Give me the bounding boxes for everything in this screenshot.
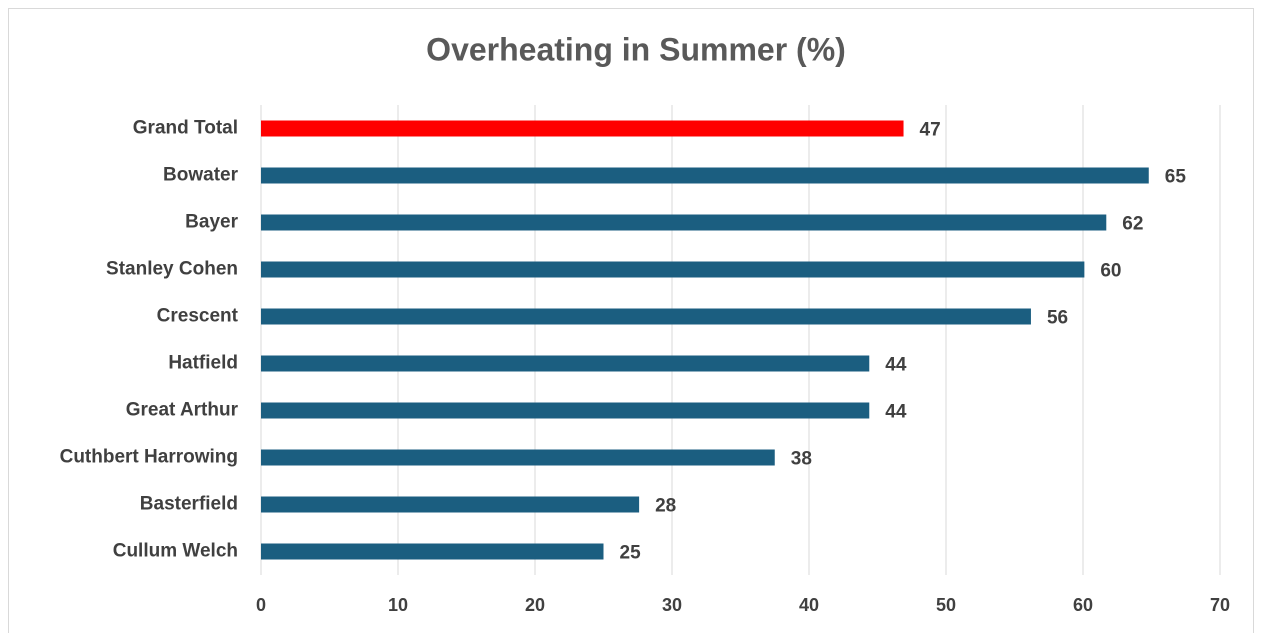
y-tick-label: Grand Total [133,118,238,139]
value-label: 62 [1122,214,1143,235]
x-tick-label: 20 [525,595,545,615]
y-tick-label: Basterfield [140,494,238,515]
value-label: 47 [920,120,941,141]
bar [261,214,1107,231]
value-label: 38 [791,449,812,470]
value-label: 56 [1047,308,1068,329]
y-tick-label: Stanley Cohen [106,259,238,280]
x-tick-label: 50 [936,595,956,615]
bar [261,355,870,372]
bar [261,402,870,419]
x-tick-label: 30 [662,595,682,615]
x-tick-label: 10 [388,595,408,615]
y-tick-label: Bayer [185,212,238,233]
y-tick-label: Cuthbert Harrowing [60,447,238,468]
y-tick-label: Great Arthur [126,400,239,421]
bar [261,167,1149,184]
bar [261,120,904,137]
value-label: 28 [655,496,676,517]
x-tick-label: 40 [799,595,819,615]
y-tick-label: Crescent [157,306,239,327]
y-tick-label: Hatfield [168,353,238,374]
value-label: 25 [620,543,642,564]
chart-title: Overheating in Summer (%) [426,31,846,67]
x-tick-label: 60 [1073,595,1093,615]
y-tick-label: Cullum Welch [113,541,238,562]
value-label: 44 [885,355,907,376]
x-tick-label: 70 [1210,595,1230,615]
value-label: 65 [1165,167,1187,188]
bar [261,449,775,466]
bar [261,496,640,513]
bar [261,543,604,560]
value-label: 60 [1100,261,1121,282]
bar [261,308,1031,325]
x-tick-label: 0 [256,595,266,615]
value-label: 44 [885,402,907,423]
y-tick-label: Bowater [163,165,239,186]
bar [261,261,1085,278]
